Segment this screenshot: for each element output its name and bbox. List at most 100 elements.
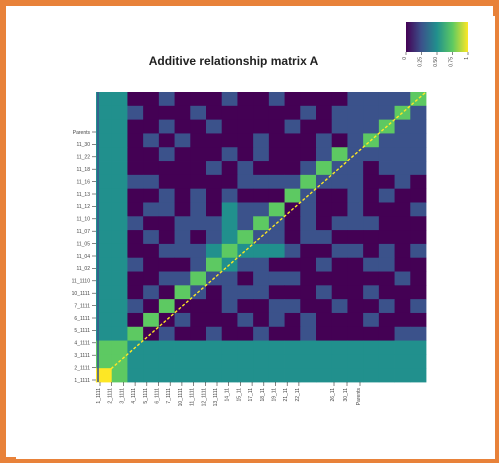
- heatmap-cell: [127, 243, 144, 259]
- heatmap-cell: [394, 188, 411, 203]
- heatmap-cell: [174, 174, 191, 190]
- heatmap-cell: [221, 354, 238, 369]
- heatmap-cell: [347, 216, 364, 231]
- heatmap-cell: [206, 299, 223, 314]
- heatmap-cell: [410, 312, 427, 328]
- x-tick-label: 19_11: [272, 388, 278, 402]
- heatmap-cell: [394, 312, 411, 328]
- heatmap-cell: [300, 243, 317, 259]
- heatmap-cell: [284, 174, 301, 190]
- heatmap-cell: [190, 147, 207, 162]
- heatmap-cell: [410, 271, 427, 286]
- heatmap-cell: [190, 312, 207, 328]
- x-tick-label: 12_1111: [201, 388, 207, 407]
- heatmap-cell: [143, 174, 160, 190]
- heatmap-cell: [331, 147, 348, 162]
- heatmap-cell: [96, 326, 113, 341]
- heatmap-cell: [331, 188, 348, 203]
- heatmap-cell: [174, 354, 191, 369]
- heatmap-cell: [268, 326, 285, 341]
- colorbar: 0 0.25 0.50 0.75 1: [402, 22, 470, 67]
- y-tick-label: 10_1111: [72, 291, 91, 297]
- heatmap-cell: [363, 299, 380, 314]
- heatmap-cell: [394, 368, 411, 383]
- heatmap-cell: [268, 340, 285, 355]
- heatmap-cell: [253, 105, 270, 121]
- heatmap-cell: [221, 271, 238, 286]
- heatmap-cell: [206, 133, 223, 148]
- heatmap-cell: [206, 243, 223, 259]
- heatmap-cell: [331, 299, 348, 314]
- heatmap-cell: [206, 147, 223, 162]
- heatmap-cell: [143, 92, 160, 107]
- heatmap-cell: [378, 340, 395, 355]
- heatmap-cell: [111, 202, 128, 217]
- heatmap-cell: [347, 340, 364, 355]
- heatmap-cell: [410, 243, 427, 259]
- heatmap-cell: [268, 271, 285, 286]
- heatmap-cell: [143, 299, 160, 314]
- heatmap-cell: [174, 105, 191, 121]
- heatmap-cell: [237, 285, 254, 300]
- heatmap-cell: [300, 271, 317, 286]
- heatmap-cell: [174, 368, 191, 383]
- heatmap-cell: [253, 257, 270, 272]
- x-tick-label: 5_1111: [143, 388, 149, 404]
- heatmap-cell: [331, 230, 348, 245]
- heatmap-cell: [221, 299, 238, 314]
- heatmap-cell: [221, 92, 238, 107]
- heatmap-cell: [363, 368, 380, 383]
- heatmap-cell: [363, 92, 380, 107]
- x-tick-label: 3_1111: [119, 388, 125, 404]
- heatmap-cell: [316, 326, 333, 341]
- heatmap-cell: [174, 216, 191, 231]
- heatmap-cell: [410, 188, 427, 203]
- heatmap-cell: [378, 147, 395, 162]
- heatmap-cell: [174, 326, 191, 341]
- heatmap-cell: [316, 257, 333, 272]
- heatmap-cell: [221, 174, 238, 190]
- heatmap-cell: [378, 299, 395, 314]
- heatmap-cell: [347, 202, 364, 217]
- heatmap-cell: [331, 92, 348, 107]
- heatmap-cell: [221, 230, 238, 245]
- y-tick-label: 11_10: [76, 217, 90, 223]
- heatmap-cell: [158, 147, 175, 162]
- heatmap-cell: [268, 147, 285, 162]
- x-tick-label: Parents: [356, 388, 362, 406]
- heatmap-cell: [253, 119, 270, 134]
- heatmap-cell: [237, 202, 254, 217]
- heatmap-cell: [158, 285, 175, 300]
- heatmap-cell: [174, 92, 191, 107]
- heatmap-cell: [206, 354, 223, 369]
- heatmap-cell: [253, 147, 270, 162]
- y-tick-label: 11_13: [76, 192, 90, 198]
- heatmap-cell: [378, 202, 395, 217]
- x-tick-label: 18_11: [260, 388, 266, 402]
- heatmap-cell: [143, 368, 160, 383]
- heatmap-cell: [237, 174, 254, 190]
- heatmap-cell: [158, 202, 175, 217]
- heatmap-cell: [316, 340, 333, 355]
- colorbar-tick-label: 0.25: [418, 57, 424, 67]
- heatmap-cell: [143, 105, 160, 121]
- heatmap-cell: [221, 216, 238, 231]
- heatmap-cell: [268, 174, 285, 190]
- heatmap-cell: [237, 119, 254, 134]
- heatmap-cell: [347, 119, 364, 134]
- heatmap-cell: [284, 243, 301, 259]
- heatmap-cell: [347, 299, 364, 314]
- heatmap-cell: [127, 271, 144, 286]
- heatmap-cell: [190, 174, 207, 190]
- heatmap-cell: [143, 285, 160, 300]
- x-tick-label: 13_1111: [213, 388, 219, 407]
- heatmap-cell: [190, 326, 207, 341]
- heatmap-cell: [221, 147, 238, 162]
- heatmap-cell: [174, 257, 191, 272]
- heatmap-cell: [253, 299, 270, 314]
- heatmap-cell: [174, 340, 191, 355]
- heatmap-cell: [394, 354, 411, 369]
- heatmap-cell: [206, 326, 223, 341]
- heatmap-cell: [284, 368, 301, 383]
- heatmap-cell: [316, 105, 333, 121]
